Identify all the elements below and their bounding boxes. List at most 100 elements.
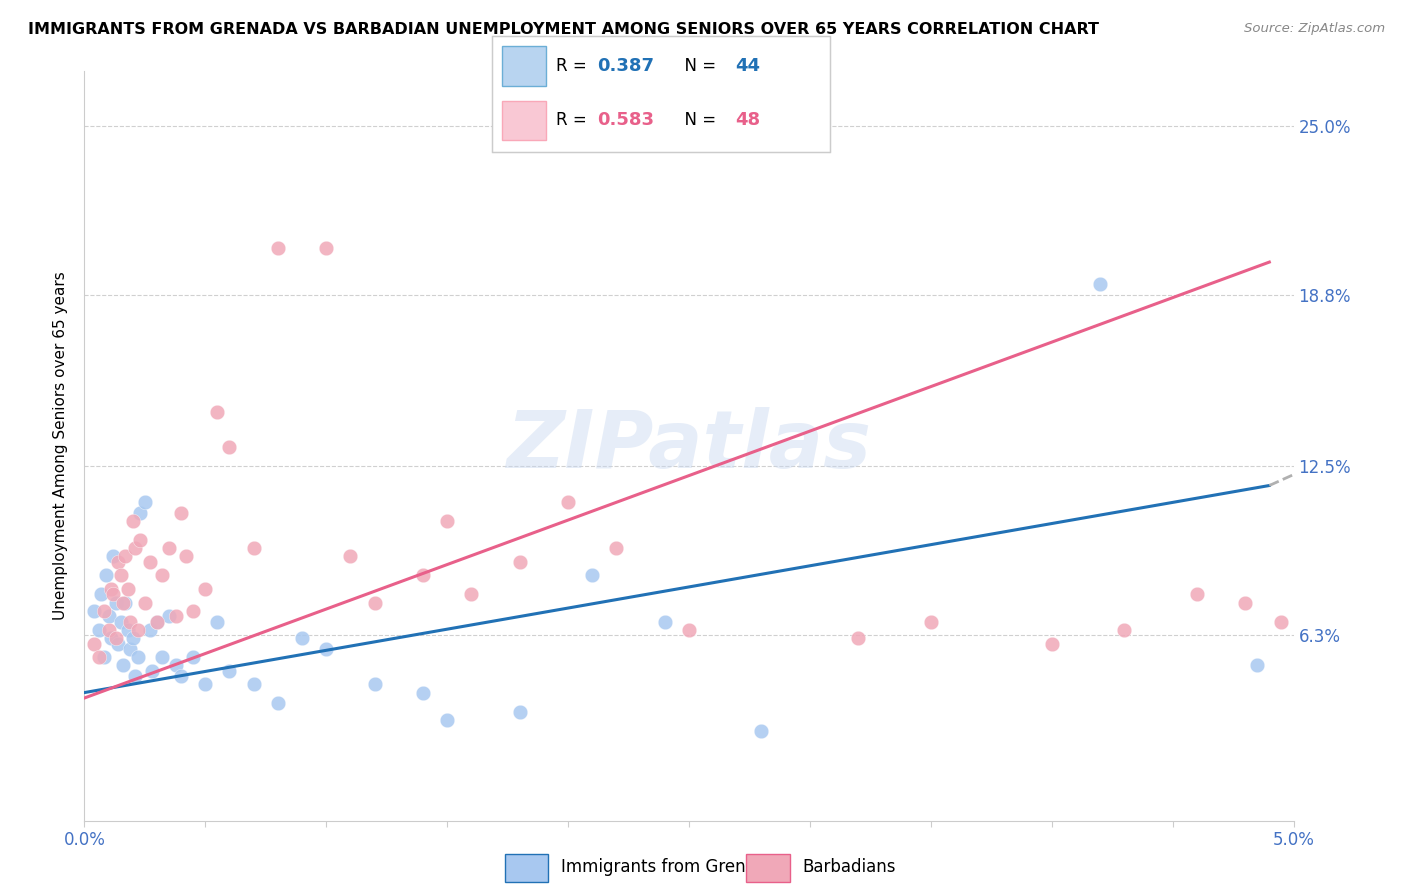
Point	[150, 650, 173, 665]
Point	[138, 555, 160, 569]
Text: N =: N =	[675, 112, 721, 129]
Point	[846, 631, 869, 645]
Point	[157, 541, 180, 556]
Point	[218, 441, 240, 455]
Text: 48: 48	[735, 112, 761, 129]
Point	[194, 677, 217, 691]
FancyBboxPatch shape	[747, 855, 790, 881]
Point	[104, 631, 127, 645]
Point	[207, 615, 229, 629]
FancyBboxPatch shape	[502, 46, 546, 86]
Point	[121, 631, 143, 645]
Point	[97, 609, 120, 624]
Point	[1270, 615, 1292, 629]
Point	[412, 568, 434, 582]
Point	[181, 650, 204, 665]
Text: 0.583: 0.583	[596, 112, 654, 129]
Point	[678, 623, 700, 637]
Point	[100, 582, 122, 596]
Text: IMMIGRANTS FROM GRENADA VS BARBADIAN UNEMPLOYMENT AMONG SENIORS OVER 65 YEARS CO: IMMIGRANTS FROM GRENADA VS BARBADIAN UNE…	[28, 22, 1099, 37]
Point	[117, 623, 139, 637]
Point	[83, 604, 105, 618]
Point	[114, 549, 136, 564]
Text: Source: ZipAtlas.com: Source: ZipAtlas.com	[1244, 22, 1385, 36]
Point	[107, 555, 129, 569]
Point	[124, 541, 146, 556]
Y-axis label: Unemployment Among Seniors over 65 years: Unemployment Among Seniors over 65 years	[53, 272, 69, 620]
Point	[104, 596, 127, 610]
Point	[97, 623, 120, 637]
Text: N =: N =	[675, 57, 721, 75]
Point	[141, 664, 163, 678]
Text: Barbadians: Barbadians	[801, 858, 896, 876]
Point	[218, 664, 240, 678]
Point	[117, 582, 139, 596]
Point	[581, 568, 603, 582]
Point	[146, 615, 169, 629]
Point	[165, 658, 187, 673]
Point	[181, 604, 204, 618]
Point	[90, 587, 112, 601]
Point	[207, 405, 229, 419]
Point	[103, 587, 125, 601]
Point	[120, 615, 142, 629]
Text: R =: R =	[557, 112, 592, 129]
Point	[93, 604, 115, 618]
Point	[174, 549, 197, 564]
Point	[654, 615, 676, 629]
Point	[194, 582, 217, 596]
Point	[114, 596, 136, 610]
Point	[436, 713, 458, 727]
Point	[436, 514, 458, 528]
Point	[107, 636, 129, 650]
Point	[291, 631, 314, 645]
Point	[100, 631, 122, 645]
Text: 44: 44	[735, 57, 761, 75]
Point	[751, 723, 773, 738]
Point	[605, 541, 627, 556]
Point	[267, 242, 290, 256]
Point	[87, 650, 110, 665]
Point	[157, 609, 180, 624]
Point	[170, 506, 193, 520]
Point	[150, 568, 173, 582]
Point	[557, 495, 579, 509]
Point	[920, 615, 942, 629]
Point	[242, 677, 264, 691]
Point	[103, 549, 125, 564]
Text: Immigrants from Grenada: Immigrants from Grenada	[561, 858, 776, 876]
Point	[1114, 623, 1136, 637]
Point	[146, 615, 169, 629]
Point	[129, 506, 152, 520]
Point	[120, 642, 142, 657]
Point	[93, 650, 115, 665]
Point	[170, 669, 193, 683]
Point	[110, 568, 132, 582]
Text: ZIPatlas: ZIPatlas	[506, 407, 872, 485]
Point	[112, 658, 135, 673]
Point	[1088, 277, 1111, 291]
Point	[1185, 587, 1208, 601]
Point	[363, 596, 385, 610]
Point	[127, 650, 149, 665]
Point	[129, 533, 152, 547]
Point	[112, 596, 135, 610]
Point	[363, 677, 385, 691]
Point	[134, 495, 156, 509]
Point	[1246, 658, 1268, 673]
Point	[134, 596, 156, 610]
Point	[315, 242, 337, 256]
Point	[124, 669, 146, 683]
Point	[83, 636, 105, 650]
Point	[121, 514, 143, 528]
Point	[242, 541, 264, 556]
FancyBboxPatch shape	[502, 101, 546, 140]
Point	[267, 697, 290, 711]
Point	[460, 587, 482, 601]
Point	[339, 549, 361, 564]
Point	[412, 685, 434, 699]
Point	[94, 568, 117, 582]
Point	[87, 623, 110, 637]
Point	[165, 609, 187, 624]
Point	[138, 623, 160, 637]
